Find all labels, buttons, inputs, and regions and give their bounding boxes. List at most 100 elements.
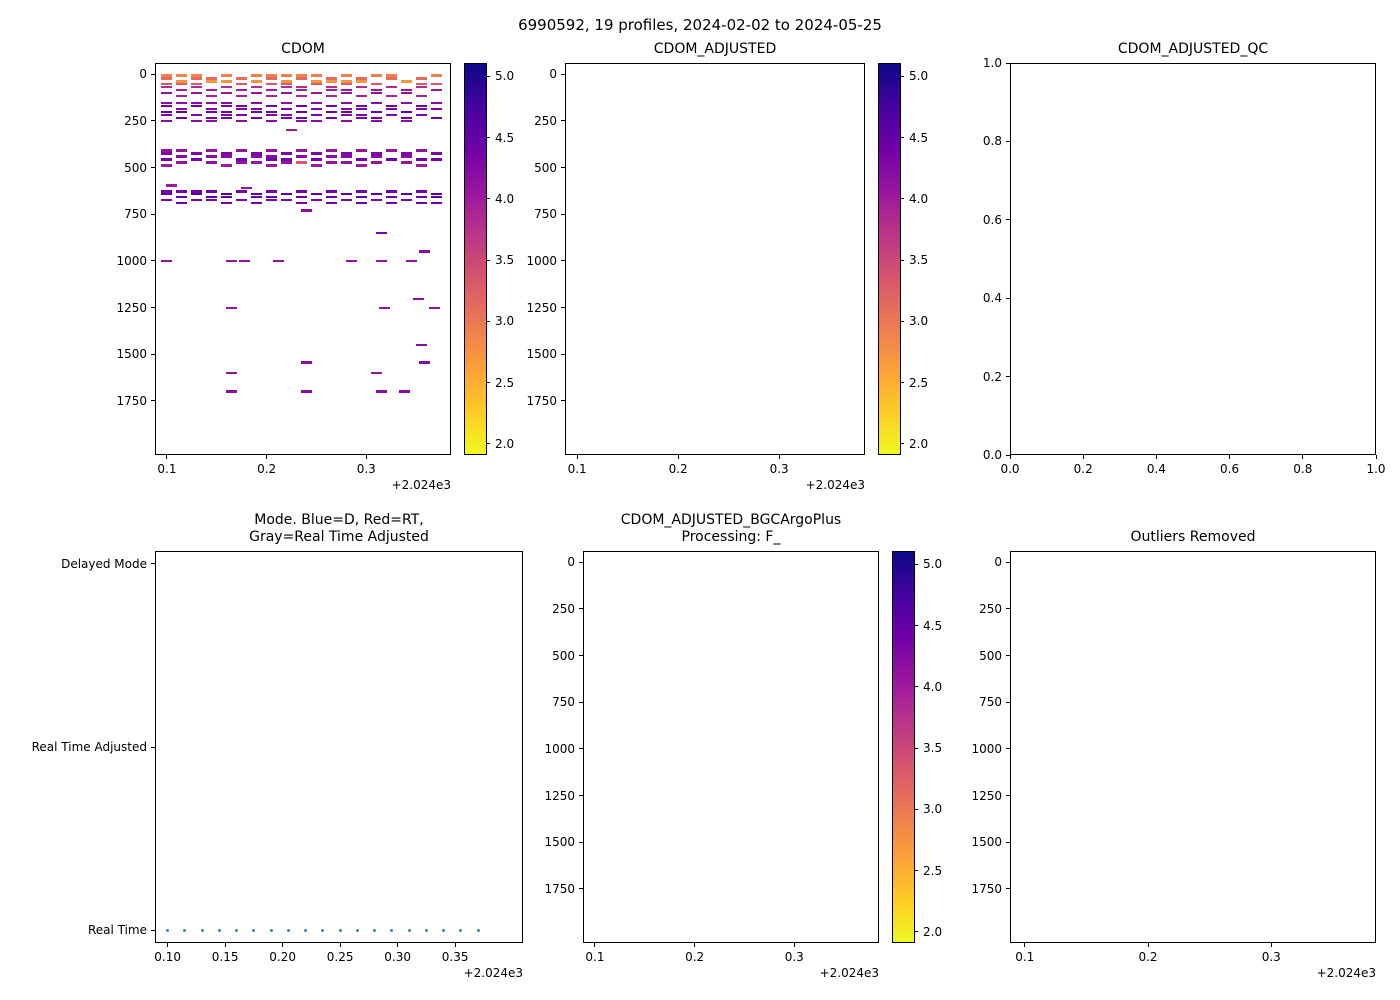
- scatter-marker: [176, 110, 188, 114]
- scatter-marker: [161, 74, 173, 77]
- scatter-marker: [236, 94, 248, 98]
- scatter-marker: [236, 77, 248, 80]
- scatter-marker: [241, 186, 253, 190]
- mode-dot: [166, 928, 170, 932]
- scatter-marker: [161, 91, 173, 95]
- scatter-marker: [161, 77, 173, 80]
- x-tick-mark: [1270, 943, 1272, 947]
- colorbar-tick-mark: [486, 320, 490, 322]
- scatter-marker: [221, 101, 233, 105]
- scatter-marker: [221, 155, 233, 158]
- scatter-marker: [191, 74, 203, 77]
- colorbar-tick-mark: [914, 686, 918, 688]
- y-tick-label: 0.6: [982, 212, 1002, 227]
- x-tick-label: 0.3: [356, 462, 376, 476]
- x-tick-mark: [166, 455, 168, 459]
- colorbar-tick-label: 3.5: [909, 253, 929, 267]
- x-tick-mark: [1082, 455, 1084, 459]
- x-axis-offset-label: +2.024e3: [391, 478, 451, 492]
- y-tick-mark: [579, 655, 583, 657]
- x-tick-mark: [397, 943, 399, 947]
- scatter-marker: [251, 116, 263, 120]
- scatter-marker: [161, 149, 173, 152]
- colorbar-tick-label: 5.0: [923, 557, 943, 572]
- mode-dot: [286, 928, 290, 932]
- scatter-marker: [266, 195, 278, 199]
- y-tick-mark: [1006, 795, 1010, 797]
- y-tick-mark: [1006, 297, 1010, 299]
- scatter-marker: [266, 104, 278, 108]
- scatter-marker: [400, 91, 412, 95]
- scatter-marker: [340, 152, 352, 155]
- scatter-marker: [251, 201, 263, 205]
- mode-dot: [407, 928, 411, 932]
- y-tick-mark: [151, 563, 155, 565]
- mode-dot: [390, 928, 394, 932]
- y-tick-mark: [1006, 376, 1010, 378]
- scatter-marker: [226, 259, 238, 263]
- subplot-mode: Mode. Blue=D, Red=RT, Gray=Real Time Adj…: [32, 512, 523, 980]
- y-tick-mark: [579, 841, 583, 843]
- scatter-marker: [340, 91, 352, 95]
- scatter-marker: [296, 116, 307, 120]
- x-tick-label: 0.3: [1261, 950, 1281, 964]
- x-tick-label: 0.3: [784, 950, 804, 964]
- scatter-marker: [400, 192, 412, 196]
- scatter-marker: [325, 161, 337, 164]
- colorbar-tick-mark: [900, 443, 904, 445]
- scatter-marker: [286, 128, 298, 132]
- scatter-marker: [375, 259, 387, 263]
- colorbar-tick-label: 4.0: [495, 191, 515, 206]
- scatter-marker: [221, 80, 233, 83]
- scatter-marker: [191, 152, 203, 155]
- subplot-cdom-axes: [155, 63, 451, 455]
- colorbar-tick-mark: [486, 198, 490, 200]
- scatter-marker: [340, 155, 352, 158]
- y-tick-label: 0: [567, 555, 575, 570]
- x-tick-label: 0.4: [1146, 462, 1166, 476]
- y-tick-mark: [151, 260, 155, 262]
- mode-dot: [424, 928, 428, 932]
- scatter-marker: [176, 82, 188, 86]
- y-tick-mark: [561, 353, 565, 355]
- scatter-marker: [355, 116, 367, 120]
- colorbar-tick-label: 4.5: [923, 618, 943, 633]
- x-tick-mark: [282, 943, 284, 947]
- subplot-mode-axes: [155, 551, 523, 943]
- scatter-marker: [191, 104, 203, 108]
- scatter-marker: [370, 110, 382, 114]
- y-tick-mark: [1006, 841, 1010, 843]
- colorbar-tick-mark: [900, 320, 904, 322]
- scatter-marker: [340, 119, 352, 123]
- scatter-marker: [191, 192, 203, 196]
- scatter-marker: [176, 116, 188, 120]
- scatter-marker: [266, 190, 278, 193]
- colorbar-tick-label: 2.5: [923, 863, 943, 878]
- mode-dot: [235, 928, 239, 932]
- subplot-bgc: CDOM_ADJUSTED_BGCArgoPlus Processing: F_…: [544, 512, 879, 980]
- scatter-marker: [176, 155, 188, 158]
- scatter-marker: [206, 155, 218, 158]
- scatter-marker: [370, 192, 382, 196]
- scatter-marker: [430, 88, 442, 92]
- scatter-marker: [226, 371, 238, 375]
- colorbar-tick-mark: [900, 382, 904, 383]
- mode-dot: [338, 928, 342, 932]
- scatter-marker: [221, 104, 233, 108]
- scatter-marker: [378, 306, 390, 310]
- subplot-outliers-axes: [1010, 551, 1376, 943]
- y-tick-mark: [561, 307, 565, 309]
- y-tick-label: 0.2: [982, 369, 1002, 384]
- y-tick-mark: [151, 929, 155, 931]
- scatter-marker: [281, 198, 293, 202]
- y-tick-label: Real Time Adjusted: [31, 740, 147, 754]
- x-tick-label: 0.1: [1015, 950, 1035, 964]
- scatter-marker: [221, 110, 233, 114]
- scatter-marker: [191, 113, 203, 117]
- scatter-marker: [405, 259, 417, 263]
- scatter-marker: [221, 85, 233, 89]
- scatter-marker: [355, 94, 367, 98]
- scatter-marker: [236, 149, 248, 152]
- scatter-marker: [176, 101, 188, 105]
- x-tick-label: 0.2: [1138, 950, 1158, 964]
